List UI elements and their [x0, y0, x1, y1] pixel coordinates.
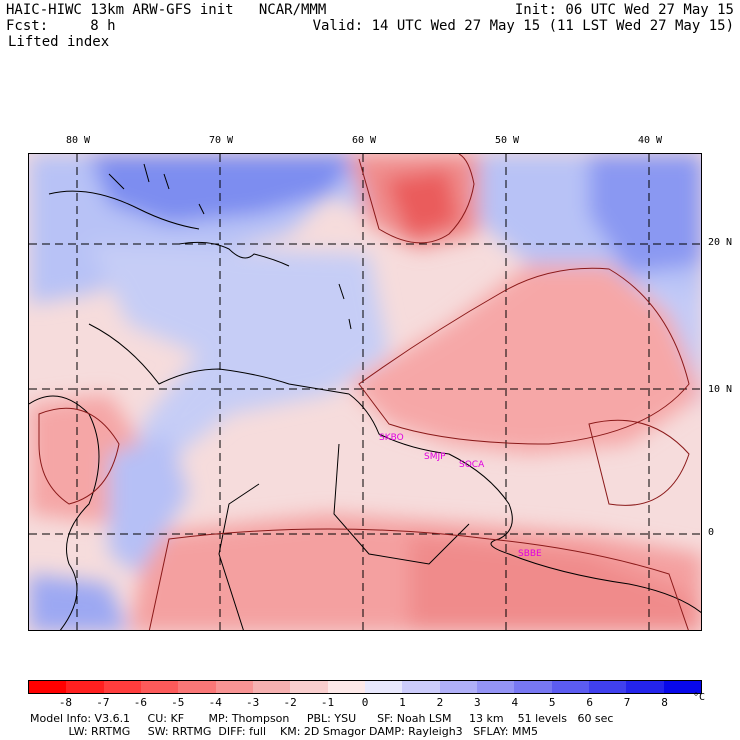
color-swatch [364, 681, 403, 693]
li-contours [38, 154, 690, 630]
color-swatch [66, 681, 104, 693]
color-swatch [140, 681, 179, 693]
color-scale-tick-label: 8 [661, 696, 668, 709]
color-swatch [514, 681, 552, 693]
forecast-hour: Fcst: 8 h [6, 18, 116, 34]
color-scale-bar [28, 680, 702, 694]
station-label: SBBE [518, 549, 542, 559]
grid-lines [29, 154, 701, 630]
color-swatch [178, 681, 216, 693]
color-swatch [215, 681, 253, 693]
color-scale-tick-label: -1 [320, 696, 335, 709]
model-title: HAIC-HIWC 13km ARW-GFS init NCAR/MMM [6, 2, 327, 18]
color-swatch [663, 681, 701, 693]
color-swatch [29, 681, 67, 693]
color-scale-tick-label: 2 [436, 696, 444, 709]
color-scale-tick-label: 6 [586, 696, 593, 709]
color-scale-tick-label: -4 [208, 696, 222, 709]
color-scale-tick-label: 1 [399, 696, 406, 709]
model-info-line-2: LW: RRTMG SW: RRTMG DIFF: full KM: 2D Sm… [30, 725, 538, 738]
lon-label-50w: 50 W [495, 135, 520, 146]
color-scale-tick-label: -3 [246, 696, 260, 709]
color-swatch [402, 681, 440, 693]
model-info-line-1: Model Info: V3.6.1 CU: KF MP: Thompson P… [30, 712, 614, 725]
valid-time: Valid: 14 UTC Wed 27 May 15 (11 LST Wed … [312, 18, 734, 34]
lon-label-60w: 60 W [352, 135, 377, 146]
station-label: SKBO [379, 433, 404, 443]
color-swatch [439, 681, 477, 693]
station-label: SOCA [459, 460, 485, 470]
field-name: Lifted index [8, 34, 110, 50]
init-time: Init: 06 UTC Wed 27 May 15 [514, 2, 734, 18]
color-scale-tick-label: -5 [171, 696, 185, 709]
lifted-index-map: SKBO SMJP SOCA SBBE [28, 153, 702, 631]
color-swatch [252, 681, 291, 693]
lat-label-0: 0 [708, 527, 715, 538]
color-swatch [476, 681, 515, 693]
lat-label-20n: 20 N [708, 237, 733, 248]
color-swatch [588, 681, 627, 693]
color-scale-tick-label: 7 [623, 696, 631, 709]
color-swatch [626, 681, 664, 693]
lon-label-40w: 40 W [638, 135, 663, 146]
color-swatch [327, 681, 365, 693]
color-scale-tick-label: 5 [548, 696, 556, 709]
color-swatch [103, 681, 141, 693]
color-scale-tick-label: -6 [133, 696, 147, 709]
color-scale-unit: °C [693, 692, 706, 703]
lat-label-10n: 10 N [708, 384, 733, 395]
color-swatch [551, 681, 589, 693]
station-label: SMJP [424, 452, 446, 462]
map-canvas [29, 154, 701, 630]
color-scale-tick-label: -2 [283, 696, 297, 709]
color-swatch [290, 681, 328, 693]
lon-label-70w: 70 W [209, 135, 234, 146]
lon-label-80w: 80 W [66, 135, 91, 146]
coastlines [29, 163, 701, 630]
color-scale-tick-label: -8 [58, 696, 73, 709]
color-scale-tick-label: 3 [474, 696, 481, 709]
color-scale-tick-label: 0 [361, 696, 369, 709]
color-scale-tick-label: -7 [96, 696, 110, 709]
color-scale-tick-label: 4 [511, 696, 519, 709]
